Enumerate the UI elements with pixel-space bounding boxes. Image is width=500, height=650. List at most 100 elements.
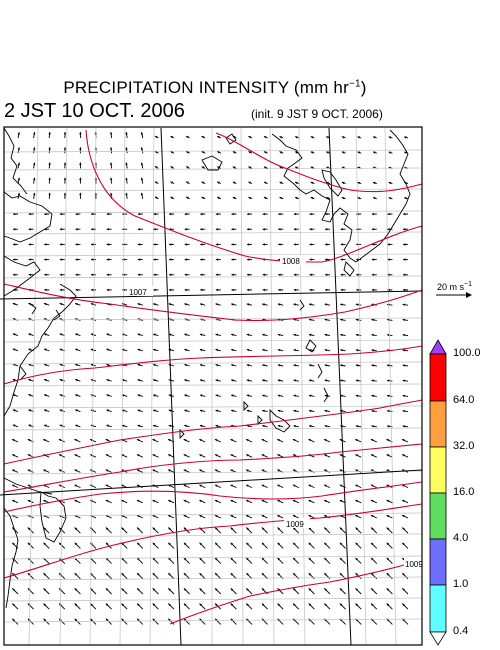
colorbar-bin bbox=[429, 492, 447, 540]
wind-arrow-head bbox=[387, 379, 390, 382]
wind-arrow-head bbox=[13, 273, 16, 276]
wind-arrow-head bbox=[136, 499, 140, 503]
wind-arrow-head bbox=[106, 288, 109, 292]
wind-arrow-head bbox=[44, 302, 47, 306]
wind-arrow-head bbox=[199, 364, 203, 367]
wind-arrow-head bbox=[404, 151, 407, 154]
wind-arrow-head bbox=[214, 469, 218, 472]
wind-arrow-head bbox=[152, 454, 156, 457]
wind-arrow-head bbox=[184, 348, 187, 352]
wind-arrow-head bbox=[355, 333, 359, 337]
wind-arrow-head bbox=[74, 527, 78, 530]
wind-arrow-head bbox=[152, 499, 156, 503]
wind-arrow-head bbox=[168, 499, 171, 503]
wind-arrow-head bbox=[12, 469, 15, 472]
wind-arrow-head bbox=[137, 303, 141, 306]
wind-arrow-head bbox=[371, 333, 374, 337]
wind-arrow-head bbox=[310, 197, 314, 200]
wind-arrow-head bbox=[184, 379, 187, 382]
wind-arrow-head bbox=[324, 484, 327, 487]
wind-arrow-head bbox=[279, 197, 283, 200]
wind-arrow-head bbox=[106, 379, 109, 382]
wind-arrow-head bbox=[339, 499, 343, 503]
wind-arrow-head bbox=[168, 303, 172, 306]
wind-arrow-head bbox=[261, 439, 265, 442]
wind-arrow-head bbox=[74, 542, 78, 546]
wind-arrow-head bbox=[153, 379, 156, 382]
wind-arrow-head bbox=[386, 499, 390, 503]
wind-arrow-head bbox=[340, 273, 343, 276]
wind-arrow-head bbox=[217, 196, 220, 200]
wind-arrow-head bbox=[309, 303, 312, 306]
wind-arrow-head bbox=[184, 333, 187, 336]
wind-arrow-head bbox=[121, 515, 124, 518]
wind-arrow-head bbox=[17, 192, 20, 196]
isobar-label-1009b: 1009 bbox=[405, 560, 423, 569]
wind-arrow-head bbox=[43, 439, 46, 442]
wind-arrow-head bbox=[28, 348, 31, 351]
wind-arrow-head bbox=[402, 527, 405, 530]
wind-arrow-head bbox=[371, 588, 374, 591]
wind-arrow-head bbox=[170, 196, 174, 200]
wind-arrow-head bbox=[309, 318, 312, 321]
wind-arrow-head bbox=[105, 499, 109, 503]
wind-arrow-head bbox=[125, 147, 128, 150]
wind-arrow-head bbox=[121, 527, 124, 530]
wind-arrow-head bbox=[355, 469, 358, 472]
wind-arrow-head bbox=[44, 363, 47, 367]
wind-arrow-head bbox=[310, 136, 314, 139]
wind-arrow-head bbox=[326, 166, 329, 169]
wind-arrow-head bbox=[13, 212, 16, 216]
wind-arrow-head bbox=[137, 348, 141, 352]
wind-arrow-head bbox=[154, 136, 158, 139]
isobar-line-2 bbox=[215, 132, 423, 193]
wind-arrow-head bbox=[90, 603, 93, 606]
wind-arrow-head bbox=[371, 288, 375, 292]
wind-arrow-head bbox=[293, 333, 296, 337]
wind-arrow-head bbox=[214, 484, 218, 487]
wind-arrow-head bbox=[75, 379, 78, 382]
wind-arrow-head bbox=[386, 515, 390, 518]
wind-arrow-head bbox=[59, 363, 63, 367]
wind-arrow-head bbox=[121, 618, 124, 622]
wind-arrow-head bbox=[262, 409, 265, 413]
wind-arrow-head bbox=[105, 469, 109, 472]
wind-arrow-head bbox=[44, 258, 47, 261]
wind-arrow-head bbox=[184, 424, 187, 428]
wind-arrow-head bbox=[199, 469, 202, 472]
lat-lon-grid bbox=[3, 127, 423, 646]
wind-arrow-head bbox=[105, 527, 109, 530]
wind-arrow-head bbox=[121, 424, 125, 427]
wind-arrow-head bbox=[184, 288, 187, 292]
wind-arrow-head bbox=[355, 364, 359, 367]
wind-arrow-head bbox=[263, 197, 267, 200]
colorbar-bin bbox=[429, 400, 447, 448]
wind-arrow-head bbox=[59, 333, 63, 336]
wind-arrow-head bbox=[63, 147, 67, 150]
wind-arrow-head bbox=[261, 603, 265, 606]
wind-arrow-head bbox=[324, 394, 328, 397]
wind-arrow-head bbox=[214, 439, 218, 442]
wind-arrow-head bbox=[248, 196, 251, 200]
wind-arrow-head bbox=[402, 409, 405, 413]
wind-arrow-head bbox=[169, 273, 172, 276]
wind-arrow-head bbox=[293, 542, 296, 546]
wind-arrow-head bbox=[262, 212, 265, 216]
wind-arrow-head bbox=[326, 197, 329, 200]
wind-arrow-head bbox=[199, 454, 202, 457]
wind-arrow-head bbox=[59, 288, 63, 292]
wind-arrow-head bbox=[183, 603, 187, 606]
valid-time: 2 JST 10 OCT. 2006 bbox=[4, 100, 185, 122]
wind-arrow-head bbox=[371, 527, 374, 530]
wind-arrow-head bbox=[106, 409, 109, 412]
wind-arrow-head bbox=[110, 147, 113, 150]
wind-arrow-head bbox=[59, 394, 63, 397]
wind-arrow-head bbox=[387, 394, 390, 398]
wind-arrow-head bbox=[27, 439, 31, 442]
wind-arrow-head bbox=[28, 228, 31, 231]
wind-arrow-head bbox=[355, 527, 358, 530]
wind-arrow-head bbox=[231, 288, 234, 292]
wind-arrow-head bbox=[74, 573, 78, 576]
wind-arrow-head bbox=[261, 515, 265, 518]
wind-arrow-head bbox=[246, 469, 249, 472]
